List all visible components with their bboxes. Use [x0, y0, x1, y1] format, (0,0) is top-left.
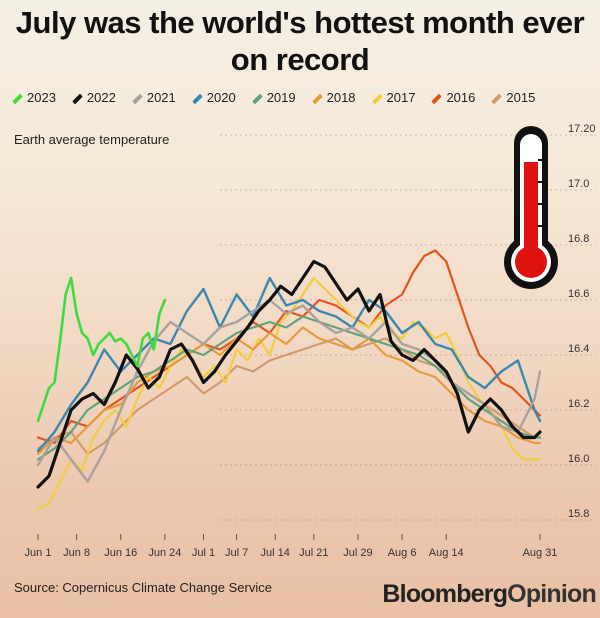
series-line-2016 — [36, 249, 542, 445]
y-axis: 15.8 16.0 16.2 16.4 16.6 16.8 17.0 17.20 — [568, 123, 596, 520]
brand-part2: Opinion — [507, 580, 597, 608]
x-tick-label: Jul 29 — [343, 547, 372, 559]
brand-part1: Bloomberg — [382, 580, 508, 608]
y-tick-label: 15.8 — [568, 508, 589, 520]
legend-item-2023: 2023 — [12, 90, 56, 105]
legend-item-2021: 2021 — [132, 90, 176, 105]
legend-label: 2022 — [86, 90, 116, 105]
legend-label: 2017 — [386, 90, 416, 105]
legend-label: 2019 — [266, 90, 296, 105]
x-tick-label: Jul 1 — [192, 547, 215, 559]
series-line-2021 — [36, 298, 542, 483]
legend-label: 2023 — [27, 90, 56, 105]
legend-label: 2021 — [146, 90, 176, 105]
legend-item-2022: 2022 — [72, 90, 116, 105]
x-tick-label: Aug 31 — [523, 547, 558, 559]
y-tick-label: 17.0 — [568, 178, 589, 190]
x-tick-label: Aug 6 — [388, 547, 417, 559]
legend-item-2017: 2017 — [371, 90, 416, 105]
legend-item-2019: 2019 — [251, 90, 296, 105]
page-title: July was the world's hottest month ever … — [15, 5, 585, 77]
x-tick-label: Aug 14 — [429, 547, 464, 559]
thermometer-icon — [504, 126, 558, 289]
x-tick-label: Jun 8 — [63, 547, 90, 559]
x-tick-label: Jul 7 — [225, 547, 248, 559]
y-tick-label: 16.4 — [568, 343, 589, 355]
brand-logo: BloombergOpinion — [382, 580, 596, 609]
series-line-2023 — [36, 276, 167, 423]
y-tick-label: 16.0 — [568, 453, 589, 465]
y-tick-label: 17.20 — [568, 123, 596, 135]
y-tick-label: 16.6 — [568, 288, 589, 300]
legend-item-2016: 2016 — [431, 90, 475, 105]
series-lines — [36, 249, 542, 511]
x-tick-label: Jun 16 — [104, 547, 137, 559]
series-line-2020 — [36, 276, 542, 453]
source-note: Source: Copernicus Climate Change Servic… — [14, 580, 272, 595]
series-line-2019 — [36, 315, 542, 461]
legend-item-2018: 2018 — [311, 90, 356, 105]
x-tick-label: Jun 24 — [148, 547, 181, 559]
chart-subtitle: Earth average temperature — [14, 132, 170, 147]
legend-item-2015: 2015 — [491, 90, 535, 105]
y-tick-label: 16.8 — [568, 233, 589, 245]
legend-label: 2015 — [506, 90, 536, 105]
y-tick-label: 16.2 — [568, 398, 589, 410]
legend-label: 2016 — [446, 90, 476, 105]
legend-label: 2020 — [206, 90, 236, 105]
legend: 2023 2022 2021 2020 2019 2018 2017 2016 2015 — [12, 90, 592, 107]
x-axis: Jun 1 Jun 8 Jun 16 Jun 24 Jul 1 Jul 7 Jul 14 Ju… — [25, 534, 558, 559]
x-tick-label: Jul 21 — [299, 547, 328, 559]
legend-item-2020: 2020 — [191, 90, 236, 105]
x-tick-label: Jul 14 — [261, 547, 290, 559]
x-tick-label: Jun 1 — [25, 547, 52, 559]
legend-label: 2018 — [326, 90, 356, 105]
series-line-2022 — [36, 259, 542, 489]
